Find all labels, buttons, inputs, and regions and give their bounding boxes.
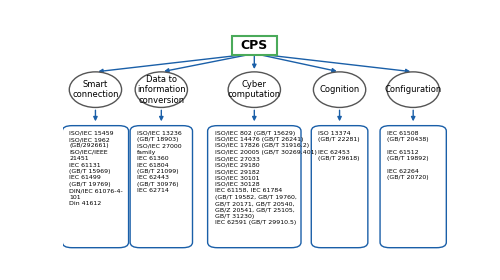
FancyBboxPatch shape [62, 126, 128, 248]
Text: Data to
information
conversion: Data to information conversion [137, 75, 186, 104]
Ellipse shape [70, 72, 122, 108]
Text: ISO/IEC 15459
ISO/IEC 1962
(GB/292661)
ISO/IEC/IEEE
21451
IEC 61131
(GB/T 15969): ISO/IEC 15459 ISO/IEC 1962 (GB/292661) I… [70, 130, 123, 206]
FancyBboxPatch shape [232, 36, 276, 55]
Text: ISO/IEC 13236
(GB/T 18903)
ISO/IEC 27000
family
IEC 61360
IEC 61804
(GB/T 21099): ISO/IEC 13236 (GB/T 18903) ISO/IEC 27000… [137, 130, 182, 193]
Text: CPS: CPS [240, 39, 268, 52]
Text: Cyber
computation: Cyber computation [228, 80, 281, 99]
Text: Configuration: Configuration [384, 85, 442, 94]
Ellipse shape [387, 72, 440, 108]
Text: Smart
connection: Smart connection [72, 80, 118, 99]
Text: IEC 61508
(GB/T 20438)

IEC 61512
(GB/T 19892)

IEC 62264
(GB/T 20720): IEC 61508 (GB/T 20438) IEC 61512 (GB/T 1… [387, 130, 428, 180]
Ellipse shape [228, 72, 280, 108]
FancyBboxPatch shape [130, 126, 192, 248]
FancyBboxPatch shape [380, 126, 446, 248]
Ellipse shape [314, 72, 366, 108]
Text: ISO 13374
(GB/T 22281)

IEC 62453
(GB/T 29618): ISO 13374 (GB/T 22281) IEC 62453 (GB/T 2… [318, 130, 360, 161]
Ellipse shape [135, 72, 188, 108]
Text: ISO/IEC 802 (GB/T 15629)
ISO/IEC 14476 (GB/T 26241)
ISO/IEC 17826 (GB/T 31916.2): ISO/IEC 802 (GB/T 15629) ISO/IEC 14476 (… [214, 130, 316, 225]
FancyBboxPatch shape [312, 126, 368, 248]
FancyBboxPatch shape [208, 126, 301, 248]
Text: Cognition: Cognition [320, 85, 360, 94]
